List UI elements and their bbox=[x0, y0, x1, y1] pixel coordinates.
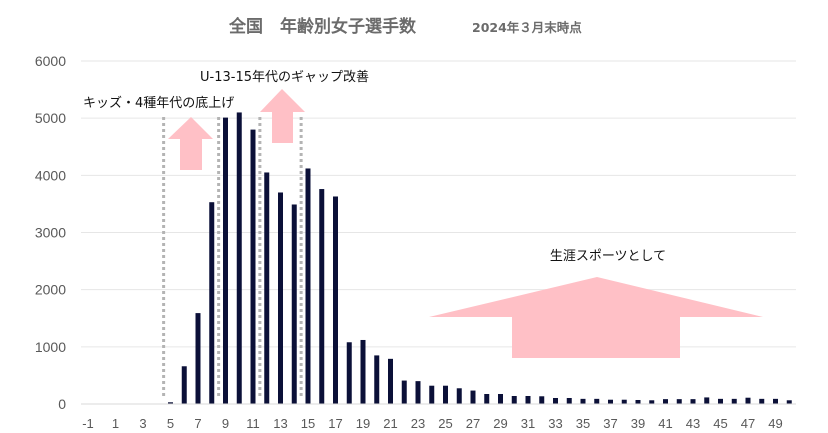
x-tick-label: 15 bbox=[301, 416, 315, 431]
bar-age-31 bbox=[525, 395, 531, 404]
x-tick-label: 11 bbox=[246, 416, 260, 431]
x-tick-label: 33 bbox=[548, 416, 562, 431]
dotted-dividers bbox=[162, 117, 303, 398]
y-tick-label: 0 bbox=[58, 396, 66, 412]
x-tick-label: 37 bbox=[603, 416, 617, 431]
bar-age-39 bbox=[635, 399, 641, 404]
y-tick-label: 6000 bbox=[35, 53, 66, 69]
bar-age-34 bbox=[566, 397, 572, 404]
bar-age-30 bbox=[511, 395, 517, 404]
bar-age-6 bbox=[181, 366, 187, 404]
y-tick-label: 5000 bbox=[35, 110, 66, 126]
x-tick-label: 35 bbox=[576, 416, 590, 431]
bar-age-27 bbox=[470, 390, 476, 404]
y-axis-ticks: 0 1000 2000 3000 4000 5000 6000 bbox=[35, 53, 66, 412]
x-tick-label: 7 bbox=[194, 416, 201, 431]
bar-age-21 bbox=[388, 358, 393, 404]
bar-age-33 bbox=[553, 397, 558, 404]
wide-up-arrow-lifelong bbox=[429, 277, 763, 358]
bar-age-17 bbox=[333, 196, 338, 404]
bar-age-43 bbox=[690, 399, 696, 404]
bar-age-14 bbox=[291, 204, 297, 404]
bar-age-28 bbox=[484, 393, 490, 404]
x-tick-label: 13 bbox=[273, 416, 287, 431]
annotation-u13-15: U-13-15年代のギャップ改善 bbox=[200, 69, 369, 85]
chart-subtitle: 2024年３月末時点 bbox=[472, 20, 582, 35]
x-tick-label: 25 bbox=[438, 416, 452, 431]
bar-age-12 bbox=[264, 172, 270, 404]
bar-age-25 bbox=[443, 385, 448, 404]
x-tick-label: 39 bbox=[631, 416, 645, 431]
bar-age-5 bbox=[168, 402, 173, 404]
x-tick-label: 3 bbox=[139, 416, 146, 431]
bar-age-46 bbox=[731, 398, 737, 404]
x-tick-label: 49 bbox=[768, 416, 782, 431]
bar-age-19 bbox=[360, 339, 366, 404]
x-tick-label: 5 bbox=[167, 416, 174, 431]
bar-age-18 bbox=[346, 342, 352, 404]
bar-age-23 bbox=[415, 381, 421, 404]
bar-age-8 bbox=[209, 202, 215, 404]
x-tick-label: 23 bbox=[411, 416, 425, 431]
bar-age-20 bbox=[374, 355, 380, 404]
bar-age-32 bbox=[539, 396, 545, 404]
bar-age-22 bbox=[401, 380, 407, 404]
bar-age-48 bbox=[759, 398, 765, 404]
x-axis-ticks: -1 1 3 5 7 9 11 13 15 17 19 21 23 25 27 29 31 33 35 37 39 41 4… bbox=[82, 416, 783, 431]
bar-age-10 bbox=[236, 112, 242, 404]
bar-age-37 bbox=[608, 399, 613, 404]
y-tick-label: 1000 bbox=[35, 339, 66, 355]
x-tick-label: 43 bbox=[686, 416, 700, 431]
bar-age-7 bbox=[195, 313, 201, 404]
bar-age-26 bbox=[456, 388, 462, 404]
x-tick-label: 45 bbox=[713, 416, 727, 431]
up-arrow-kids bbox=[168, 117, 213, 170]
x-tick-label: 17 bbox=[328, 416, 342, 431]
x-tick-label: 21 bbox=[383, 416, 397, 431]
x-tick-label: 1 bbox=[112, 416, 119, 431]
x-tick-label: 47 bbox=[741, 416, 755, 431]
bar-age-40 bbox=[649, 400, 655, 404]
bar-age-35 bbox=[580, 398, 586, 404]
y-tick-label: 3000 bbox=[35, 225, 66, 241]
x-tick-label: 27 bbox=[466, 416, 480, 431]
bar-age-49 bbox=[773, 398, 778, 404]
bar-age-9 bbox=[223, 117, 228, 404]
y-tick-label: 2000 bbox=[35, 282, 66, 298]
bar-age-45 bbox=[718, 398, 723, 404]
annotation-kids: キッズ・4種年代の底上げ bbox=[83, 95, 234, 111]
bar-age-11 bbox=[250, 129, 256, 404]
chart-title: 全国 年齢別女子選手数 bbox=[228, 16, 417, 37]
annotation-lifelong: 生涯スポーツとして bbox=[550, 249, 666, 264]
y-tick-label: 4000 bbox=[35, 167, 66, 183]
up-arrow-u13-15 bbox=[260, 89, 305, 143]
bars bbox=[168, 112, 792, 404]
bar-age-29 bbox=[498, 393, 503, 404]
x-tick-label: 31 bbox=[521, 416, 535, 431]
bar-age-50 bbox=[786, 400, 792, 404]
bar-age-38 bbox=[621, 399, 627, 404]
bar-age-13 bbox=[278, 192, 283, 404]
bar-age-42 bbox=[676, 399, 682, 404]
bar-age-44 bbox=[704, 397, 710, 404]
bar-age-24 bbox=[429, 385, 435, 404]
bar-age-16 bbox=[319, 189, 325, 404]
x-tick-label: 9 bbox=[222, 416, 229, 431]
x-tick-label: -1 bbox=[82, 416, 94, 431]
x-tick-label: 29 bbox=[493, 416, 507, 431]
bar-age-36 bbox=[594, 398, 600, 404]
bar-age-41 bbox=[663, 399, 668, 404]
x-tick-label: 41 bbox=[658, 416, 672, 431]
bar-age-47 bbox=[745, 397, 751, 404]
x-tick-label: 19 bbox=[356, 416, 370, 431]
bar-age-15 bbox=[305, 168, 311, 404]
